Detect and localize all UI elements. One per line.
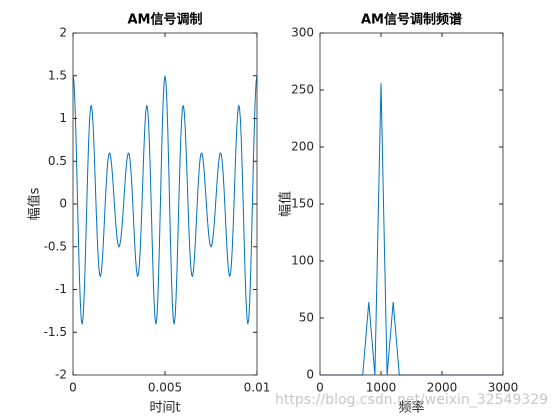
y-tick-label: -1 (55, 282, 67, 296)
y-tick-label: 0 (59, 197, 67, 211)
y-tick-label: 300 (291, 26, 314, 40)
x-tick-label: 2000 (427, 381, 458, 395)
x-tick-label: 3000 (488, 381, 519, 395)
watermark: https://blog.csdn.net/weixin_32549329 (275, 392, 548, 408)
y-tick-label: -2 (55, 368, 67, 382)
y-axis-label: 幅值 (278, 191, 294, 217)
y-tick-label: 100 (291, 254, 314, 268)
y-tick-label: 0.5 (48, 154, 67, 168)
y-tick-label: 1.5 (48, 68, 67, 82)
x-axis-label: 频率 (398, 400, 424, 416)
chart-title: AM信号调制 (128, 12, 203, 28)
x-tick-label: 0 (316, 381, 324, 395)
y-tick-label: 250 (291, 83, 314, 97)
y-tick-label: 150 (291, 197, 314, 211)
y-tick-label: -0.5 (44, 239, 67, 253)
y-tick-label: 0 (306, 368, 314, 382)
x-tick-label: 0 (69, 381, 77, 395)
y-axis-label: 幅值s (27, 187, 43, 220)
y-tick-label: 50 (299, 311, 314, 325)
x-tick-label: 1000 (366, 381, 397, 395)
y-tick-label: 200 (291, 140, 314, 154)
x-axis-label: 时间t (149, 401, 180, 416)
data-line (72, 75, 258, 325)
y-tick-label: -1.5 (44, 325, 67, 339)
x-tick-label: 0.01 (244, 381, 271, 395)
y-tick-label: 1 (59, 111, 67, 125)
x-tick-label: 0.005 (148, 381, 182, 395)
chart-title: AM信号调制频谱 (361, 12, 462, 28)
y-tick-label: 2 (59, 26, 67, 40)
